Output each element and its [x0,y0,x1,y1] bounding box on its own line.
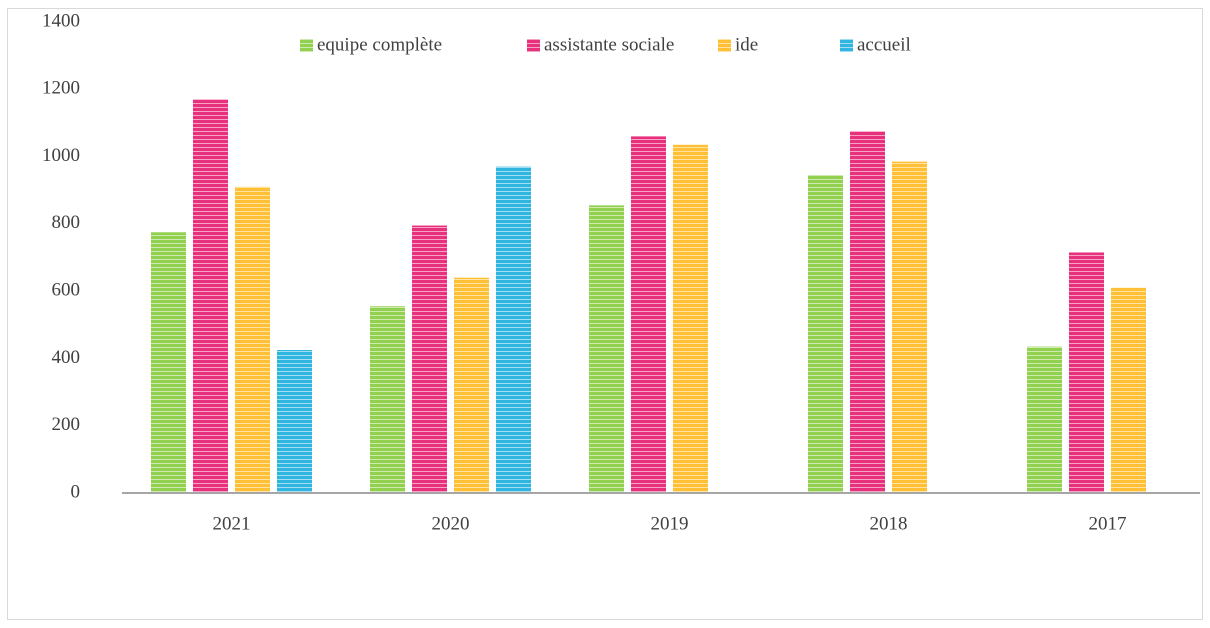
bar-stripes [496,166,531,493]
y-tick-label: 400 [52,347,81,368]
bar-stripes [1111,287,1146,493]
y-tick-label: 800 [52,212,81,233]
bar-stripes [370,306,405,493]
legend-swatch-stripes [840,39,853,52]
y-tick-label: 0 [71,481,81,502]
legend-label: accueil [857,34,911,55]
legend-swatch-stripes [527,39,540,52]
bar-stripes [589,205,624,493]
bar-stripes [151,232,186,493]
legend-swatch-stripes [300,39,313,52]
legend-label: assistante sociale [544,34,674,55]
bar-stripes [193,99,228,493]
x-tick-label: 2018 [870,513,908,534]
bar-stripes [412,225,447,493]
x-tick-label: 2019 [651,513,689,534]
bar-stripes [235,186,270,493]
y-tick-label: 1200 [42,78,80,99]
x-tick-label: 2017 [1089,513,1127,534]
legend-swatch-stripes [718,39,731,52]
y-tick-label: 600 [52,280,81,301]
legend-label: equipe complète [317,34,442,55]
bar-stripes [808,175,843,493]
bar-stripes [892,161,927,493]
bar-stripes [673,144,708,493]
legend-label: ide [735,34,758,55]
y-tick-label: 1000 [42,145,80,166]
bar-stripes [850,131,885,493]
y-tick-label: 200 [52,414,81,435]
bar-stripes [631,136,666,493]
bar-stripes [1069,252,1104,493]
bar-stripes [1027,346,1062,493]
x-tick-label: 2021 [213,513,251,534]
x-tick-label: 2020 [432,513,470,534]
bar-stripes [277,350,312,493]
chart-frame [7,8,1203,620]
y-tick-label: 1400 [42,10,80,31]
bar-stripes [454,277,489,493]
